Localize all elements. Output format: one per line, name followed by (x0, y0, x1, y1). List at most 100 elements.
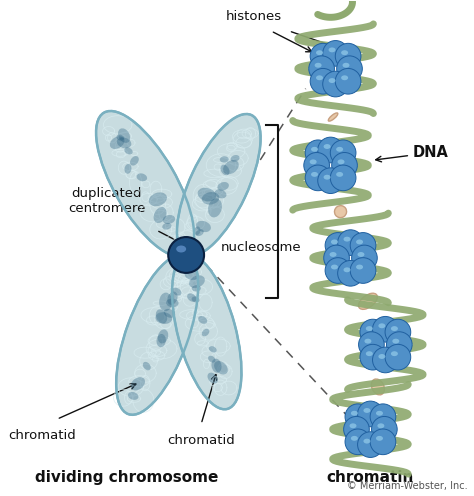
Ellipse shape (172, 254, 241, 409)
Ellipse shape (364, 438, 370, 443)
Ellipse shape (167, 292, 178, 305)
Ellipse shape (344, 267, 350, 272)
Ellipse shape (344, 237, 350, 242)
Ellipse shape (356, 264, 363, 269)
Ellipse shape (366, 326, 373, 331)
Ellipse shape (341, 75, 348, 80)
Ellipse shape (230, 155, 239, 162)
Ellipse shape (392, 339, 399, 344)
Ellipse shape (202, 192, 219, 205)
Ellipse shape (214, 361, 228, 374)
Ellipse shape (365, 339, 372, 344)
Ellipse shape (187, 294, 197, 302)
Ellipse shape (130, 156, 139, 166)
Circle shape (357, 401, 383, 427)
Ellipse shape (156, 334, 166, 347)
Circle shape (335, 68, 361, 94)
Circle shape (318, 137, 343, 163)
Circle shape (332, 152, 357, 178)
Ellipse shape (162, 223, 172, 230)
Ellipse shape (311, 172, 318, 177)
Ellipse shape (324, 175, 330, 180)
Text: nucleosome: nucleosome (220, 241, 301, 254)
Ellipse shape (164, 309, 175, 318)
Ellipse shape (117, 137, 131, 148)
Circle shape (305, 165, 331, 190)
Circle shape (323, 41, 348, 66)
Ellipse shape (311, 147, 318, 152)
Ellipse shape (328, 113, 338, 121)
Ellipse shape (220, 156, 229, 163)
Circle shape (360, 344, 386, 370)
Ellipse shape (331, 240, 338, 245)
Ellipse shape (336, 172, 343, 177)
Circle shape (345, 404, 371, 430)
Ellipse shape (116, 135, 124, 140)
Ellipse shape (125, 164, 131, 174)
Ellipse shape (158, 329, 168, 344)
Ellipse shape (366, 351, 373, 356)
Circle shape (324, 245, 349, 271)
Ellipse shape (194, 227, 201, 235)
Ellipse shape (378, 354, 385, 359)
Ellipse shape (364, 408, 370, 413)
Circle shape (309, 56, 335, 81)
Ellipse shape (176, 246, 186, 252)
Ellipse shape (198, 187, 216, 201)
Circle shape (337, 56, 362, 81)
Circle shape (373, 347, 398, 373)
Ellipse shape (211, 359, 221, 373)
Circle shape (330, 165, 356, 190)
Ellipse shape (351, 411, 358, 416)
Ellipse shape (324, 144, 330, 149)
Ellipse shape (357, 252, 365, 257)
Ellipse shape (328, 78, 336, 83)
Ellipse shape (208, 372, 218, 383)
Ellipse shape (163, 215, 175, 224)
Ellipse shape (378, 323, 385, 328)
Ellipse shape (184, 269, 199, 280)
Ellipse shape (156, 310, 167, 323)
Ellipse shape (143, 362, 151, 371)
Ellipse shape (351, 436, 358, 441)
Circle shape (357, 432, 383, 457)
Ellipse shape (331, 264, 338, 269)
Ellipse shape (159, 293, 172, 311)
Ellipse shape (154, 207, 166, 223)
Ellipse shape (315, 63, 322, 67)
Ellipse shape (343, 63, 349, 67)
Ellipse shape (341, 50, 348, 55)
Circle shape (385, 319, 411, 345)
Ellipse shape (335, 206, 346, 218)
Ellipse shape (349, 424, 356, 428)
Ellipse shape (198, 316, 207, 324)
Ellipse shape (328, 48, 336, 53)
Ellipse shape (124, 147, 133, 154)
Circle shape (350, 233, 376, 258)
Circle shape (370, 404, 396, 430)
Text: chromatid: chromatid (8, 429, 76, 442)
Ellipse shape (149, 192, 167, 206)
Circle shape (325, 258, 351, 283)
Circle shape (305, 140, 331, 166)
Circle shape (385, 344, 411, 370)
Ellipse shape (356, 240, 363, 245)
Circle shape (335, 43, 361, 69)
Circle shape (359, 332, 384, 358)
Circle shape (386, 332, 412, 358)
Ellipse shape (191, 297, 200, 303)
Ellipse shape (310, 159, 317, 164)
Circle shape (310, 68, 336, 94)
Ellipse shape (116, 254, 198, 415)
Ellipse shape (195, 229, 204, 236)
Ellipse shape (391, 351, 398, 356)
Circle shape (344, 417, 369, 442)
Text: histones: histones (226, 10, 282, 23)
Ellipse shape (155, 312, 172, 324)
Ellipse shape (223, 160, 239, 175)
Circle shape (370, 429, 396, 455)
Ellipse shape (337, 159, 345, 164)
Ellipse shape (208, 356, 216, 363)
Ellipse shape (202, 329, 210, 336)
Circle shape (323, 71, 348, 97)
